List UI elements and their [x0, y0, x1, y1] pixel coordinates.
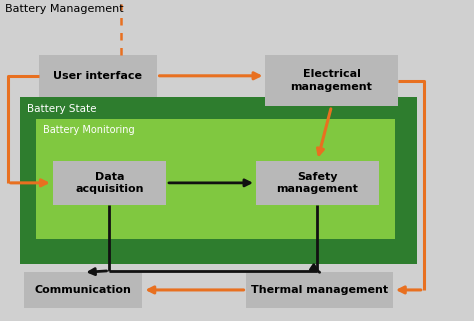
- Bar: [256, 160, 379, 205]
- Bar: [38, 55, 156, 97]
- Text: Battery State: Battery State: [27, 104, 96, 114]
- Bar: [53, 160, 166, 205]
- Bar: [246, 272, 393, 308]
- Text: User interface: User interface: [53, 71, 142, 81]
- Bar: [19, 97, 417, 265]
- Text: Thermal management: Thermal management: [251, 285, 388, 295]
- Bar: [36, 119, 395, 239]
- Text: Safety
management: Safety management: [276, 172, 358, 194]
- Text: Electrical
management: Electrical management: [291, 69, 373, 92]
- Text: Communication: Communication: [35, 285, 132, 295]
- Bar: [24, 272, 143, 308]
- Bar: [265, 55, 398, 106]
- Text: Data
acquisition: Data acquisition: [75, 172, 144, 194]
- Text: Battery Monitoring: Battery Monitoring: [43, 125, 135, 135]
- Text: Battery Management: Battery Management: [5, 4, 124, 14]
